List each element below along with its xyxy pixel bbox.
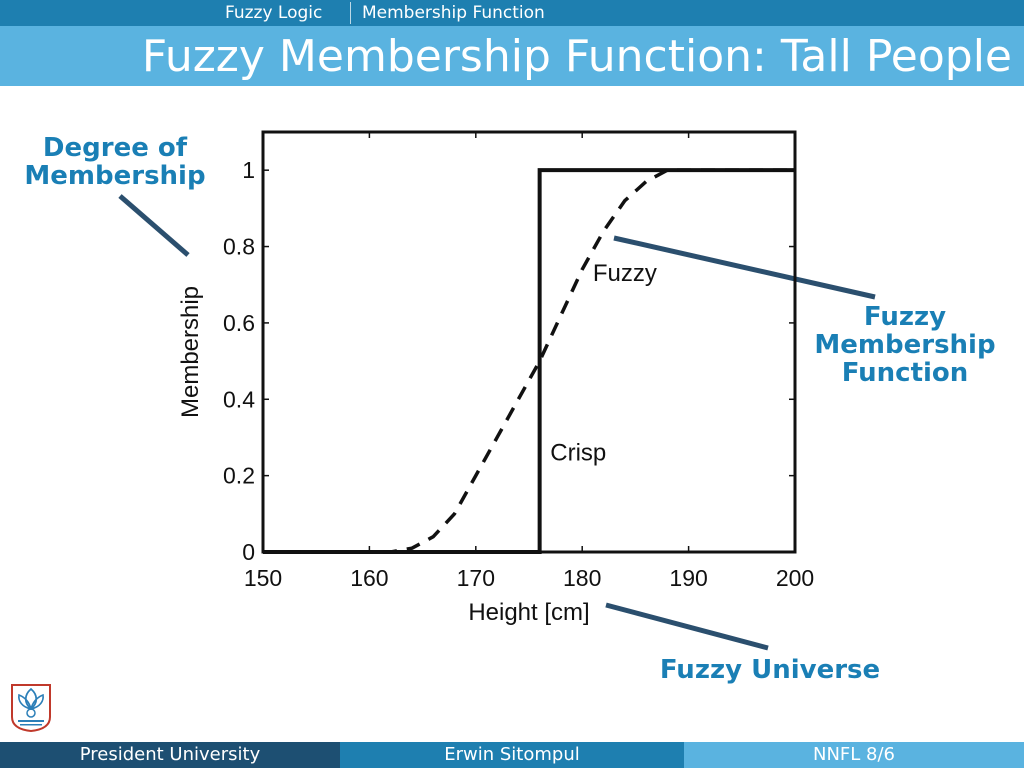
y-tick-labels: 0 0.2 0.4 0.6 0.8 1 (223, 157, 255, 565)
annotation-crisp: Crisp (550, 439, 606, 466)
y-tick-label: 0.8 (223, 234, 255, 260)
y-tick-label: 0.6 (223, 310, 255, 336)
breadcrumb-topic[interactable]: Membership Function (362, 3, 545, 23)
footer-bar: President University Erwin Sitompul NNFL… (0, 742, 1024, 768)
footer-author: Erwin Sitompul (340, 742, 684, 768)
series-line-crisp (263, 168, 795, 554)
annotation-fuzzy: Fuzzy (593, 260, 657, 287)
callout-degree-line-2: Membership (24, 161, 206, 191)
callout-degree-of-membership: Degree of Membership (10, 134, 220, 190)
slide-title: Fuzzy Membership Function: Tall People (141, 31, 1012, 82)
footer-page-number: NNFL 8/6 (684, 742, 1024, 768)
pointer-fuzzy-universe (605, 602, 769, 651)
x-tick-label: 180 (563, 565, 601, 591)
y-tick-label: 0 (242, 539, 255, 565)
y-axis-label: Membership (177, 286, 204, 418)
university-logo (8, 681, 54, 733)
y-tick-label: 0.2 (223, 463, 255, 489)
footer-institution: President University (0, 742, 340, 768)
logo-emblem-icon (11, 684, 51, 733)
callout-fmf-line-3: Function (841, 358, 969, 388)
plot-frame (261, 130, 797, 554)
breadcrumb-section[interactable]: Fuzzy Logic (225, 3, 323, 23)
callout-fmf-line-1: Fuzzy (863, 302, 947, 332)
breadcrumb-divider (350, 2, 351, 24)
chart-annotations: Fuzzy Crisp (550, 260, 657, 466)
x-tick-label: 160 (350, 565, 388, 591)
callout-fmf-line-2: Membership (814, 330, 996, 360)
x-tick-label: 170 (457, 565, 495, 591)
top-nav-bar: Fuzzy Logic Membership Function (0, 0, 1024, 26)
callout-degree-line-1: Degree of (42, 133, 188, 163)
series-line-fuzzy (263, 168, 795, 554)
axis-ticks (262, 132, 796, 553)
pointer-lines (118, 194, 876, 651)
pointer-fuzzy-membership-function (613, 235, 876, 300)
x-tick-label: 200 (776, 565, 814, 591)
x-tick-labels: 150 160 170 180 190 200 (244, 565, 814, 591)
callout-fuzzy-universe: Fuzzy Universe (659, 655, 881, 685)
series-lines (263, 168, 795, 554)
y-tick-label: 0.4 (223, 386, 255, 412)
x-tick-label: 190 (669, 565, 707, 591)
x-tick-label: 150 (244, 565, 282, 591)
x-axis-label: Height [cm] (468, 599, 589, 626)
callout-fuzzy-membership-function: Fuzzy Membership Function (800, 303, 1010, 387)
y-tick-label: 1 (242, 157, 255, 183)
title-band: Fuzzy Membership Function: Tall People (0, 26, 1024, 86)
pointer-degree-of-membership (118, 194, 190, 257)
